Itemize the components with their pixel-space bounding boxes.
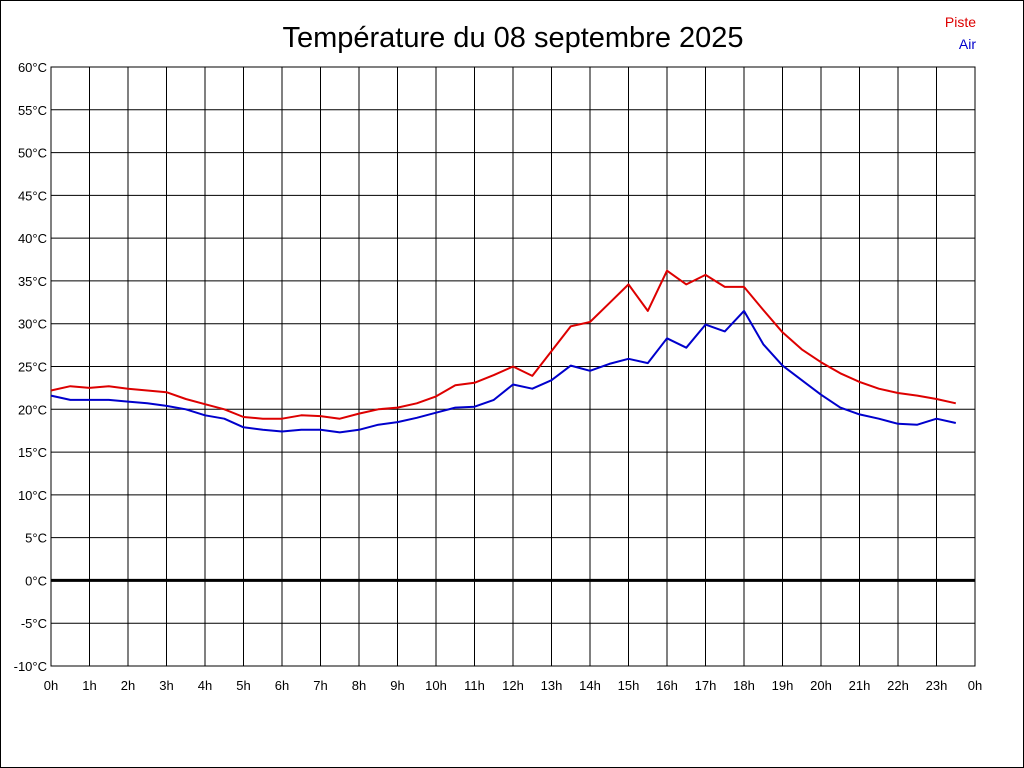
x-tick-label: 13h bbox=[541, 678, 563, 693]
y-tick-label: 25°C bbox=[18, 360, 47, 375]
x-tick-label: 4h bbox=[198, 678, 212, 693]
x-tick-label: 0h bbox=[44, 678, 58, 693]
legend: Piste Air bbox=[945, 14, 976, 52]
x-tick-label: 7h bbox=[313, 678, 327, 693]
y-tick-label: 20°C bbox=[18, 402, 47, 417]
y-tick-label: 55°C bbox=[18, 103, 47, 118]
legend-label-air: Air bbox=[959, 36, 976, 52]
x-tick-label: 14h bbox=[579, 678, 601, 693]
y-tick-label: 30°C bbox=[18, 317, 47, 332]
series-lines bbox=[50, 269, 957, 434]
x-tick-label: 8h bbox=[352, 678, 366, 693]
x-tick-label: 6h bbox=[275, 678, 289, 693]
legend-label-piste: Piste bbox=[945, 14, 976, 30]
x-tick-label: 1h bbox=[82, 678, 96, 693]
y-tick-label: 5°C bbox=[25, 531, 47, 546]
x-tick-label: 19h bbox=[772, 678, 794, 693]
y-tick-label: 40°C bbox=[18, 231, 47, 246]
y-tick-label: -5°C bbox=[21, 616, 47, 631]
x-tick-label: 3h bbox=[159, 678, 173, 693]
axes bbox=[50, 66, 976, 667]
x-tick-label: 2h bbox=[121, 678, 135, 693]
x-tick-label: 0h bbox=[968, 678, 982, 693]
plot-border bbox=[50, 66, 976, 667]
y-tick-label: 10°C bbox=[18, 488, 47, 503]
x-tick-label: 17h bbox=[695, 678, 717, 693]
chart-title: Température du 08 septembre 2025 bbox=[282, 22, 743, 54]
x-tick-labels: 0h 1h 2h 3h 4h 5h 6h 7h 8h 9h 10h 11h 12h 13h 14h 15h 16… bbox=[44, 678, 982, 693]
x-tick-label: 21h bbox=[849, 678, 871, 693]
y-tick-label: 15°C bbox=[18, 445, 47, 460]
y-tick-label: 45°C bbox=[18, 188, 47, 203]
x-tick-label: 12h bbox=[502, 678, 524, 693]
x-tick-label: 9h bbox=[390, 678, 404, 693]
y-tick-label: 35°C bbox=[18, 274, 47, 289]
y-tick-label: 50°C bbox=[18, 146, 47, 161]
x-tick-label: 5h bbox=[236, 678, 250, 693]
y-tick-label: -10°C bbox=[14, 659, 47, 674]
y-tick-label: 60°C bbox=[18, 60, 47, 75]
y-tick-labels: 60°C 55°C 50°C 45°C 40°C 35°C 30°C 25°C 20°C 15°C… bbox=[14, 60, 47, 674]
series-line-air bbox=[50, 309, 957, 434]
x-tick-label: 23h bbox=[926, 678, 948, 693]
x-tick-label: 10h bbox=[425, 678, 447, 693]
x-tick-label: 16h bbox=[656, 678, 678, 693]
x-tick-label: 20h bbox=[810, 678, 832, 693]
x-tick-label: 15h bbox=[618, 678, 640, 693]
x-tick-label: 22h bbox=[887, 678, 909, 693]
x-tick-label: 11h bbox=[464, 678, 485, 693]
y-tick-label: 0°C bbox=[25, 573, 47, 588]
series-line-piste bbox=[50, 269, 957, 420]
x-tick-label: 18h bbox=[733, 678, 755, 693]
